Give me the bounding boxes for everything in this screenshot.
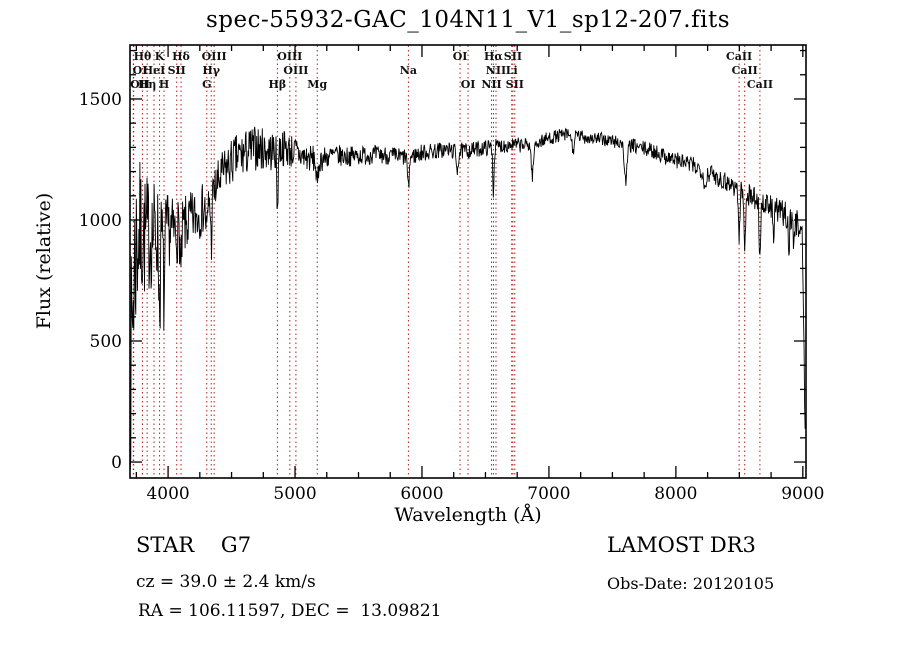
svg-text:HeI: HeI [143,64,166,77]
svg-text:CaII: CaII [747,78,773,91]
svg-text:8000: 8000 [654,484,697,504]
svg-text:500: 500 [90,332,122,352]
survey-release: LAMOST DR3 [607,533,756,557]
axes-box [129,44,807,479]
svg-text:1500: 1500 [79,90,122,110]
svg-text:1000: 1000 [79,211,122,231]
svg-text:9000: 9000 [781,484,824,504]
svg-text:Mg: Mg [307,78,327,91]
svg-text:SII: SII [506,78,524,91]
plot-title: spec-55932-GAC_104N11_V1_sp12-207.fits [205,7,731,33]
svg-text:Hη: Hη [138,78,156,91]
observation-date: Obs-Date: 20120105 [607,574,775,593]
svg-text:SII: SII [504,50,522,63]
svg-text:CaII: CaII [732,64,758,77]
axis-ticks [130,45,806,478]
svg-text:Hα: Hα [484,50,503,63]
svg-text:Hθ: Hθ [134,50,152,63]
svg-text:Hδ: Hδ [172,50,190,63]
radial-velocity: cz = 39.0 ± 2.4 km/s [136,572,316,592]
x-axis-label: Wavelength (Å) [394,504,542,526]
svg-text:Hβ: Hβ [269,78,287,91]
object-classification: STAR G7 [136,533,252,557]
svg-text:6000: 6000 [400,484,443,504]
svg-text:K: K [155,50,165,63]
y-axis-label: Flux (relative) [33,192,55,330]
svg-text:OI: OI [453,50,468,63]
svg-text:OI: OI [461,78,476,91]
svg-text:NII: NII [481,78,501,91]
svg-text:OI: OI [133,64,148,77]
svg-text:Hγ: Hγ [202,64,220,77]
spectral-line-markers [132,45,761,478]
svg-text:7000: 7000 [527,484,570,504]
svg-text:CaII: CaII [726,50,752,63]
svg-text:OIII: OIII [202,50,227,63]
svg-text:Na: Na [400,64,417,77]
svg-text:OII: OII [130,78,150,91]
svg-text:Li: Li [506,64,518,77]
svg-text:OIII: OIII [277,50,302,63]
svg-text:4000: 4000 [146,484,189,504]
svg-text:0: 0 [111,453,122,473]
svg-text:OIII: OIII [283,64,308,77]
svg-text:NII: NII [486,64,506,77]
ra-dec-coordinates: RA = 106.11597, DEC = 13.09821 [138,601,442,621]
svg-text:G: G [202,78,211,91]
spectrum-trace [130,126,806,470]
svg-text:H: H [159,78,169,91]
svg-text:5000: 5000 [273,484,316,504]
svg-text:SII: SII [168,64,186,77]
